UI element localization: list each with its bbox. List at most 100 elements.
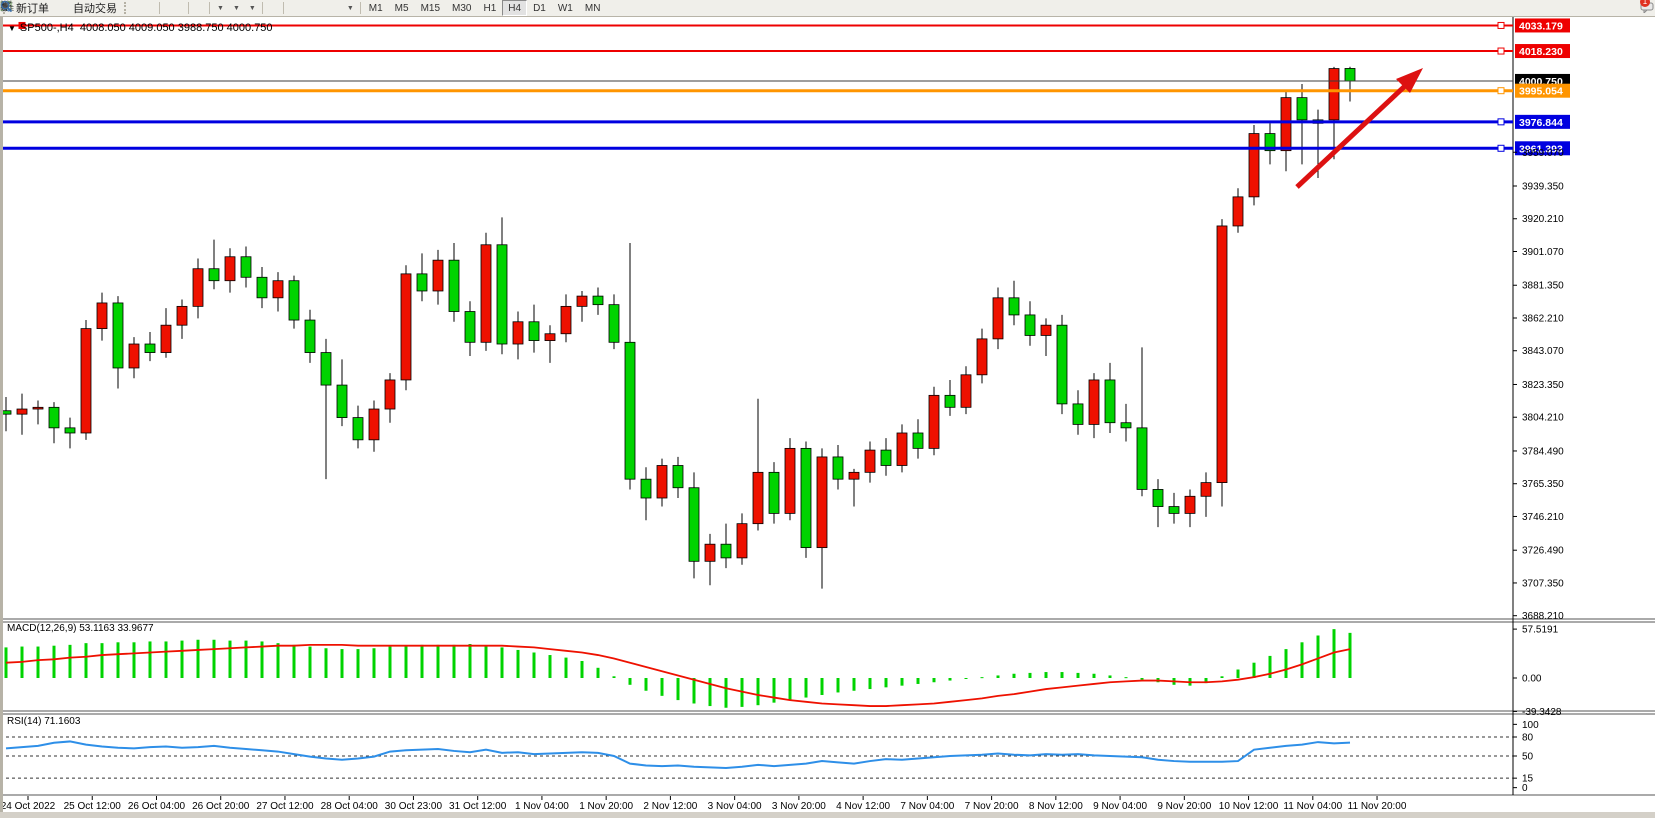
new-order-button[interactable]: 新订单 [1, 0, 53, 16]
timeframe-button-m5[interactable]: M5 [394, 2, 409, 14]
text-tool[interactable]: A [2, 0, 334, 16]
candle [464, 311, 476, 343]
channel-tool[interactable]: E [0, 0, 318, 16]
macd-histogram-bar [1316, 635, 1320, 678]
vertical-line-tool[interactable] [4, 0, 294, 16]
macd-histogram-bar [644, 678, 648, 691]
timeframe-button-m15[interactable]: M15 [420, 2, 441, 14]
macd-histogram-bar [660, 678, 664, 696]
timeframe-button-h1[interactable]: H1 [483, 2, 497, 14]
macd-histogram-bar [100, 643, 104, 678]
level-lines-group: 4033.1794018.2304000.7503995.0543976.844… [0, 18, 1570, 156]
candle [816, 456, 828, 549]
timeframe-button-d1[interactable]: D1 [533, 2, 546, 14]
chevron-down-icon[interactable]: ▼ [8, 24, 16, 33]
timeframe-button-w1[interactable]: W1 [557, 2, 573, 14]
price-badge-text: 3995.054 [1519, 86, 1563, 98]
macd-histogram-bar [180, 640, 184, 678]
candle [144, 343, 156, 353]
periods-button[interactable]: ▼ [0, 0, 244, 16]
cursor-tool-button[interactable] [2, 0, 273, 16]
time-tick-label: 9 Nov 04:00 [1093, 801, 1147, 812]
rsi-panel[interactable]: 100 80 50 150 [0, 720, 1539, 794]
timeframe-button-m1[interactable]: M1 [368, 2, 383, 14]
trendline-tool[interactable] [0, 0, 310, 16]
main-toolbar: 新订单 自动交易 [0, 0, 1655, 17]
candle [752, 471, 764, 525]
candlestick-mode-button[interactable] [1, 0, 149, 16]
window-left-edge [0, 16, 3, 812]
candle [1056, 324, 1068, 405]
zoom-out-button[interactable] [0, 0, 178, 16]
timeframe-button-h4[interactable]: H4 [502, 0, 528, 16]
macd-histogram-bar [628, 678, 632, 685]
line-chart-mode-button[interactable] [0, 0, 157, 16]
macd-histogram-bar [948, 678, 952, 681]
line-handle[interactable] [1497, 87, 1505, 95]
ohlc-values: 4008.050 4009.050 3988.750 4000.750 [79, 22, 273, 34]
line-handle[interactable] [1497, 47, 1505, 55]
time-tick-label: 4 Nov 12:00 [836, 801, 890, 812]
line-handle[interactable] [1497, 21, 1505, 29]
price-badge-text: 3976.844 [1519, 117, 1563, 129]
notifications-button[interactable]: 1 [1639, 0, 1654, 16]
indicators-button[interactable]: ▼ [0, 0, 228, 16]
time-tick-label: 11 Nov 04:00 [1283, 801, 1342, 812]
candle [192, 268, 204, 307]
tile-windows-button[interactable] [1, 0, 186, 16]
autotrading-label: 自动交易 [73, 3, 117, 15]
candle [512, 321, 524, 345]
candle [448, 259, 460, 312]
autotrading-button[interactable]: 自动交易 [1, 0, 121, 16]
price-tick-label: 3688.210 [1522, 611, 1564, 622]
search-button[interactable] [0, 0, 1639, 16]
bar-chart-mode-button[interactable] [1, 0, 141, 16]
zoom-in-button[interactable] [0, 0, 170, 16]
crosshair-tool-button[interactable] [1, 0, 281, 16]
candle [368, 408, 380, 441]
price-tick-label: 3881.350 [1522, 281, 1564, 292]
candle [16, 408, 28, 415]
line-handle[interactable] [1497, 118, 1505, 126]
time-tick-label: 11 Nov 20:00 [1348, 801, 1407, 812]
rsi-scale-label: 0 [1522, 783, 1528, 794]
candle [1248, 133, 1260, 198]
templates-button[interactable]: ▼ [0, 0, 260, 16]
text-label-tool[interactable]: T [0, 0, 342, 16]
line-handle[interactable] [18, 21, 26, 29]
price-tick-label: 3920.210 [1522, 214, 1564, 225]
time-tick-label: 30 Oct 23:00 [385, 801, 443, 812]
macd-histogram-bar [836, 678, 840, 693]
horizontal-line-tool[interactable] [1, 0, 302, 16]
arrows-tool[interactable]: ▼ [1, 0, 358, 16]
candle [1344, 68, 1356, 82]
timeframe-button-mn[interactable]: MN [584, 2, 601, 14]
candle [592, 295, 604, 306]
macd-histogram-bar [692, 678, 696, 704]
macd-panel[interactable]: 57.5191 0.00 -39.3428 [4, 625, 1562, 718]
macd-histogram-bar [148, 641, 152, 678]
fibonacci-tool[interactable]: F [1, 0, 326, 16]
auto-scroll-button[interactable] [1, 0, 207, 16]
candle [1104, 379, 1116, 424]
time-axis[interactable]: 24 Oct 2022 25 Oct 12:00 26 Oct 04:00 26 Oc… [1, 796, 1407, 812]
chart-shift-button[interactable] [1, 0, 199, 16]
macd-histogram-bar [708, 678, 712, 707]
candle [624, 341, 636, 480]
timeframe-button-m30[interactable]: M30 [452, 2, 472, 14]
macd-signal-line [5, 643, 1351, 707]
macd-histogram-bar [404, 645, 408, 678]
macd-histogram-bar [1124, 677, 1128, 679]
candle [960, 374, 972, 408]
market-watch-button[interactable] [0, 0, 61, 16]
toolbar-separator [209, 2, 210, 14]
data-feed-button[interactable] [1, 0, 69, 16]
price-axis[interactable]: 3959.070 3939.350 3920.210 3901.070 3881.350… [1513, 148, 1564, 622]
line-handle[interactable] [1497, 144, 1505, 152]
candle [896, 432, 908, 466]
candle [496, 244, 508, 345]
text-a-icon: A [2, 1, 10, 12]
symbol-period-label: SP500-,H4 [19, 22, 74, 34]
